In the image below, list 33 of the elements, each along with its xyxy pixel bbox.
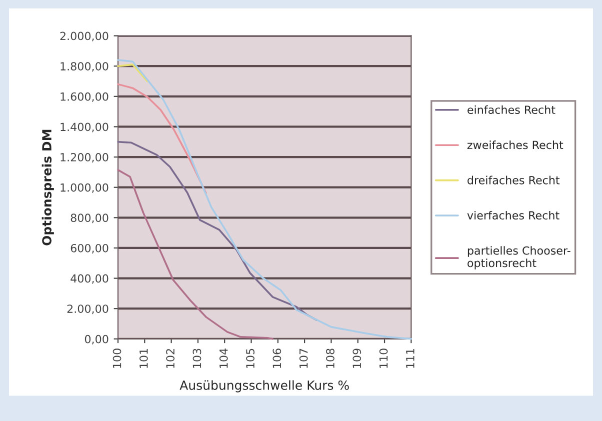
y-tick-label: 1.400,00: [60, 122, 108, 132]
x-tick-label: 110: [379, 348, 388, 368]
x-tick-label: 108: [326, 348, 334, 368]
y-axis-title: Optionspreis DM: [42, 130, 54, 246]
legend-label: zweifaches Recht: [467, 140, 564, 150]
y-tick-label: 600,00: [70, 244, 108, 254]
x-tick-label: 107: [299, 348, 308, 368]
x-axis-title: Ausübungsschwelle Kurs %: [180, 380, 349, 392]
line-series: [117, 169, 274, 340]
y-tick-label: 1.800,00: [60, 62, 108, 72]
y-tick-label: 1.000,00: [60, 183, 108, 193]
x-tick-label: 104: [219, 348, 228, 368]
x-tick-label: 106: [272, 348, 282, 368]
y-tick-label: 800,00: [70, 214, 108, 224]
y-tick-label: 0,00: [84, 334, 108, 344]
line-series: [117, 83, 207, 194]
x-tick-label: 105: [246, 348, 254, 368]
x-tick-label: 100: [112, 348, 122, 368]
y-tick-label: 1.600,00: [60, 92, 108, 102]
x-tick-label: 102: [166, 349, 175, 368]
y-tick-label: 2.00,00: [67, 304, 108, 314]
line-series: [117, 140, 318, 321]
y-tick-label: 400,00: [70, 274, 108, 284]
y-tick-label: 2.000,00: [60, 32, 108, 42]
x-tick-label: 111: [406, 348, 414, 368]
legend-label: vierfaches Recht: [467, 210, 560, 220]
legend-label: dreifaches Recht: [468, 176, 560, 184]
legend-label: partielles Chooser- optionsrecht: [468, 246, 570, 270]
x-tick-label: 109: [352, 348, 362, 368]
x-tick-label: 103: [192, 348, 202, 368]
legend-label: einfaches Recht: [468, 105, 556, 114]
x-tick-label: 101: [139, 348, 148, 368]
y-tick-label: 1.200,00: [60, 153, 108, 163]
